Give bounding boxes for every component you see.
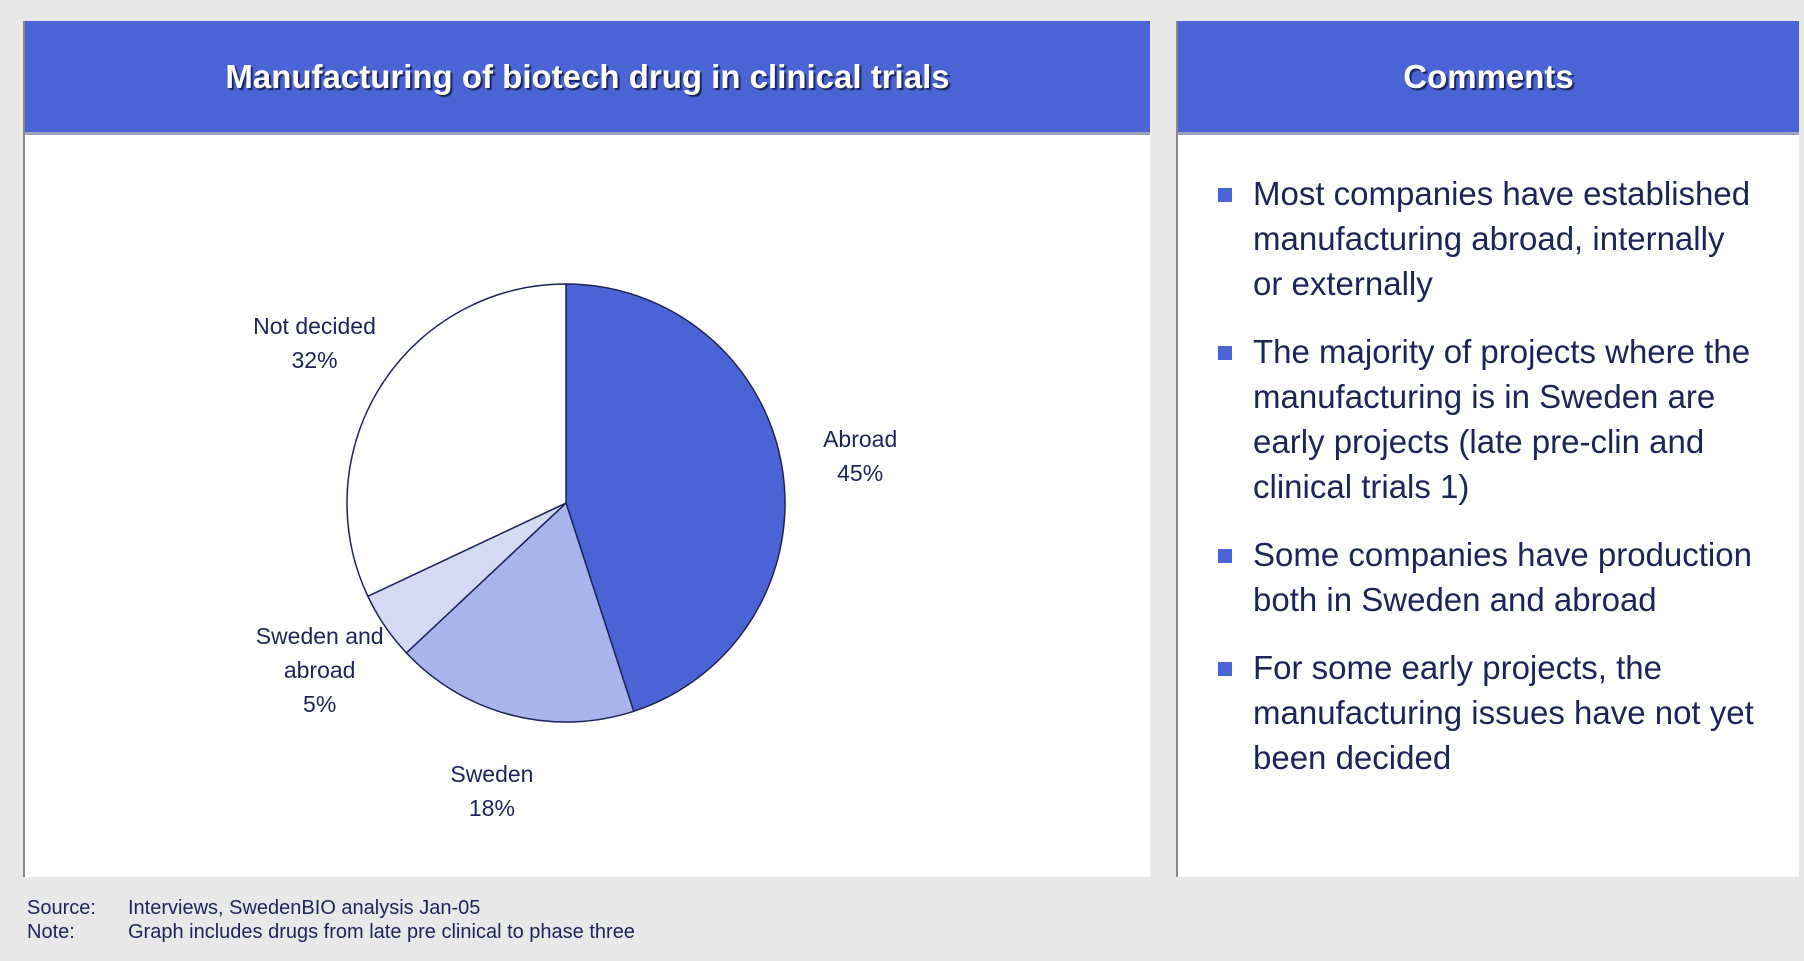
footnote: Source: Interviews, SwedenBIO analysis Ja… [27, 897, 480, 920]
pie-chart [346, 283, 786, 723]
footnote: Note: Graph includes drugs from late pre … [27, 921, 635, 944]
footnote-text: Graph includes drugs from late pre clini… [128, 921, 635, 943]
slice-label: Abroad 45% [785, 422, 935, 490]
slice-label: Not decided 32% [240, 309, 390, 377]
slice-category: Sweden and abroad [255, 623, 384, 684]
comment-item: Most companies have established manufact… [1198, 171, 1758, 306]
slice-label: Sweden and abroad 5% [245, 619, 395, 721]
comment-item: For some early projects, the manufacturi… [1198, 645, 1758, 780]
slice-category: Abroad [823, 426, 898, 453]
comment-item: Some companies have production both in S… [1198, 532, 1758, 622]
footnote-text: Interviews, SwedenBIO analysis Jan-05 [128, 897, 481, 919]
slice-value: 32% [291, 347, 338, 374]
pie-slice [346, 283, 567, 598]
pie-slice [405, 501, 635, 723]
comments-panel: Comments Most companies have established… [1176, 21, 1799, 877]
slice-value: 5% [303, 691, 337, 718]
slice-category: Not decided [253, 313, 376, 340]
slice-value: 45% [837, 460, 884, 487]
pie-slice [565, 283, 786, 713]
footnote-label: Source: [27, 897, 96, 919]
slice-category: Sweden [450, 761, 534, 788]
slice-value: 18% [468, 795, 515, 822]
footnote-label: Note: [27, 921, 75, 943]
chart-title: Manufacturing of biotech drug in clinica… [25, 21, 1150, 135]
comments-title: Comments [1178, 21, 1799, 135]
comment-item: The majority of projects where the manuf… [1198, 329, 1758, 509]
slice-label: Sweden 18% [417, 757, 567, 825]
chart-panel: Manufacturing of biotech drug in clinica… [23, 21, 1150, 877]
comment-list: Most companies have established manufact… [1198, 171, 1758, 803]
